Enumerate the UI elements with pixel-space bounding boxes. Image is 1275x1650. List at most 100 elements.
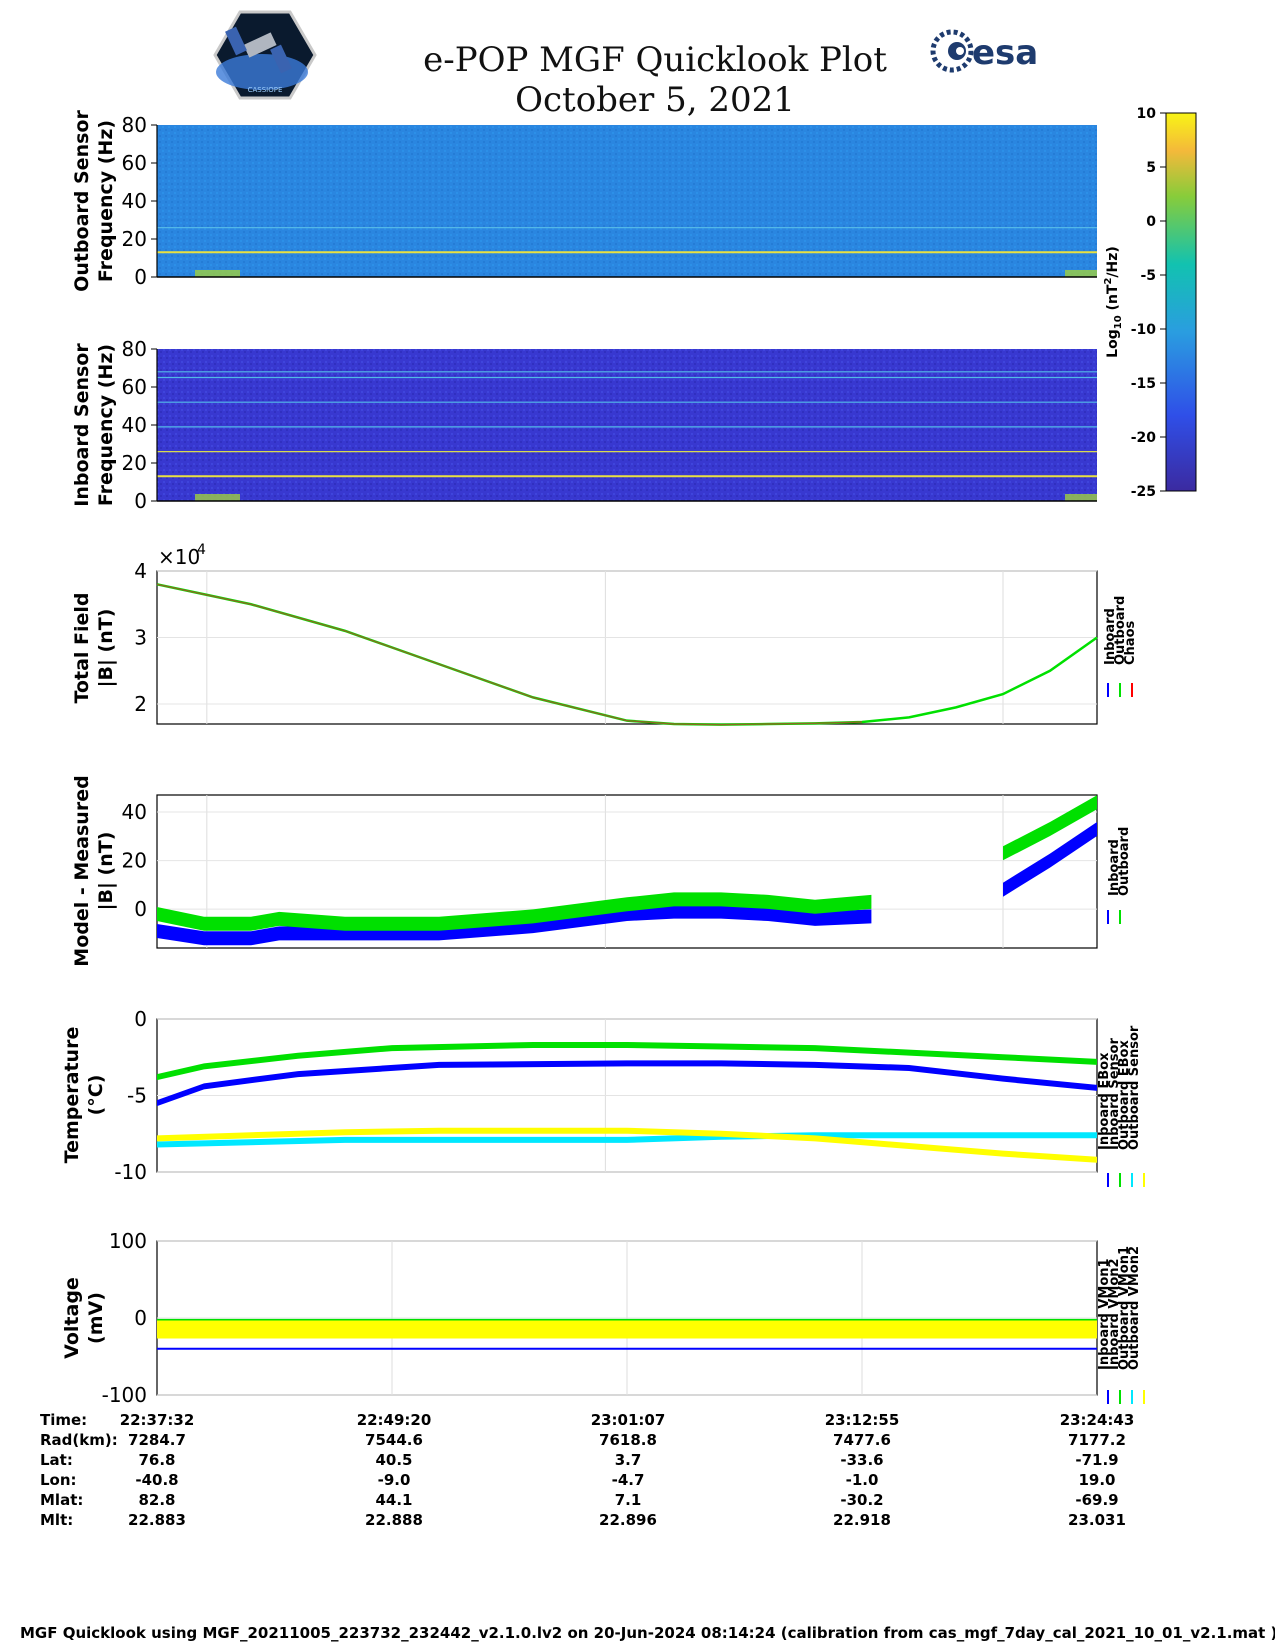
low-frequency-burst — [195, 494, 240, 501]
legend-entry: Outboard Sensor — [1127, 1025, 1142, 1150]
cassiope-logo-text: CASSIOPE — [248, 86, 283, 94]
legend-entry: Outboard — [1113, 596, 1128, 665]
table-cell: 22:37:32 — [119, 1411, 195, 1429]
outboard-band — [1003, 795, 1097, 861]
cassiope-logo — [213, 10, 317, 100]
inboard-band — [1003, 822, 1097, 897]
legend-entry: Inboard — [1107, 839, 1122, 896]
colorbar-tick-label: 0 — [1146, 214, 1156, 230]
table-row-label: Time: — [40, 1411, 88, 1429]
colorbar-gradient — [1165, 112, 1197, 492]
table-cell: 7177.2 — [1068, 1431, 1126, 1449]
colorbar-label: Log10 (nT2/Hz) — [1103, 246, 1124, 358]
table-row-label: Lon: — [40, 1471, 77, 1489]
y-tick-label: 0 — [134, 897, 147, 921]
colorbar-tick-label: 10 — [1137, 106, 1157, 122]
y-axis-label: Outboard Sensor — [71, 110, 93, 292]
y-axis-label: Model - Measured — [71, 775, 93, 966]
table-cell: 22:49:20 — [356, 1411, 432, 1429]
y-axis-label: |B| (nT) — [95, 609, 117, 688]
temperature-series — [157, 1042, 1097, 1081]
y-tick-label: 3 — [134, 626, 147, 650]
legend-entry: Inboard EBox — [1097, 1052, 1112, 1150]
table-cell: 23:01:07 — [590, 1411, 666, 1429]
y-axis-label: |B| (nT) — [95, 832, 117, 911]
table-cell: -69.9 — [1075, 1491, 1119, 1509]
y-axis-label: Inboard Sensor — [71, 343, 93, 507]
table-cell: 23:12:55 — [824, 1411, 900, 1429]
outboard-spectrogram-image — [157, 125, 1097, 277]
inboard-spectrogram-panel: 80 60 40 20 0 — [122, 337, 1097, 513]
table-cell: -40.8 — [135, 1471, 179, 1489]
table-cell: 7618.8 — [599, 1431, 657, 1449]
plot-title-line2: October 5, 2021 — [515, 80, 795, 120]
axes-frame — [156, 570, 1098, 725]
legend-entry: Inboard Sensor — [1107, 1038, 1122, 1150]
temperature-series — [157, 1132, 1097, 1148]
table-cell: -1.0 — [845, 1471, 879, 1489]
y-tick-label: 4 — [134, 559, 147, 583]
esa-logo — [930, 29, 974, 73]
table-cell: 22.888 — [365, 1511, 423, 1529]
y-axis-label: Temperature — [61, 1027, 83, 1164]
y-tick-label: 20 — [122, 451, 147, 475]
colorbar-tick-label: 5 — [1146, 160, 1156, 176]
table-row-label: Rad(km): — [40, 1431, 118, 1449]
colorbar: 10 5 0 -5 -10 -15 -20 -25 Log10 (nT2/Hz) — [1103, 106, 1197, 500]
table-cell: -30.2 — [840, 1491, 884, 1509]
y-tick-label: 2 — [134, 692, 147, 716]
footer-caption: MGF Quicklook using MGF_20211005_223732_… — [20, 1624, 1275, 1642]
table-cell: 82.8 — [138, 1491, 176, 1509]
y-tick-label: 0 — [134, 489, 147, 513]
table-cell: 7284.7 — [128, 1431, 186, 1449]
table-cell: 23.031 — [1068, 1511, 1126, 1529]
table-row-label: Mlt: — [40, 1511, 74, 1529]
outboard-spectrogram-panel: 80 60 40 20 0 — [122, 113, 1097, 289]
table-row-label: Mlat: — [40, 1491, 84, 1509]
y-exponent-power: 4 — [197, 542, 206, 558]
table-cell: 22.883 — [128, 1511, 186, 1529]
y-tick-label: 20 — [122, 849, 147, 873]
y-tick-label: 0 — [134, 1007, 147, 1031]
low-frequency-burst — [1065, 270, 1097, 277]
y-axis-label: (°C) — [85, 1075, 107, 1116]
legend-entry: Outboard — [1117, 827, 1132, 896]
colorbar-tick-label: -25 — [1131, 484, 1156, 500]
low-frequency-burst — [1065, 494, 1097, 501]
voltage-series — [157, 1320, 1097, 1339]
y-tick-label: -100 — [102, 1383, 147, 1407]
y-axis-label: Total Field — [71, 592, 93, 703]
y-tick-label: 0 — [134, 265, 147, 289]
temperature-series — [157, 1127, 1097, 1163]
legend-entry: Inboard VMon2 — [1107, 1258, 1122, 1370]
table-cell: 23:24:43 — [1059, 1411, 1135, 1429]
y-tick-label: -10 — [114, 1160, 147, 1184]
outboard-band — [157, 892, 872, 931]
colorbar-tick-label: -5 — [1140, 268, 1156, 284]
y-axis-label: (mV) — [85, 1292, 107, 1344]
y-axis-label: Voltage — [61, 1277, 83, 1359]
legend-entry: Inboard — [1103, 608, 1118, 665]
table-cell: -4.7 — [611, 1471, 645, 1489]
legend-entry: Outboard VMon1 — [1117, 1246, 1132, 1370]
y-tick-label: 20 — [122, 227, 147, 251]
table-cell: 76.8 — [138, 1451, 176, 1469]
table-cell: -33.6 — [840, 1451, 884, 1469]
table-cell: 7477.6 — [833, 1431, 891, 1449]
y-tick-label: 80 — [122, 337, 147, 361]
legend-entry: Chaos — [1123, 621, 1138, 665]
y-tick-label: 40 — [122, 800, 147, 824]
table-cell: 44.1 — [375, 1491, 413, 1509]
esa-logo-text: esa — [972, 33, 1038, 73]
legend-entry: Outboard VMon2 — [1127, 1246, 1142, 1370]
table-cell: -71.9 — [1075, 1451, 1119, 1469]
y-tick-label: 0 — [134, 1306, 147, 1330]
